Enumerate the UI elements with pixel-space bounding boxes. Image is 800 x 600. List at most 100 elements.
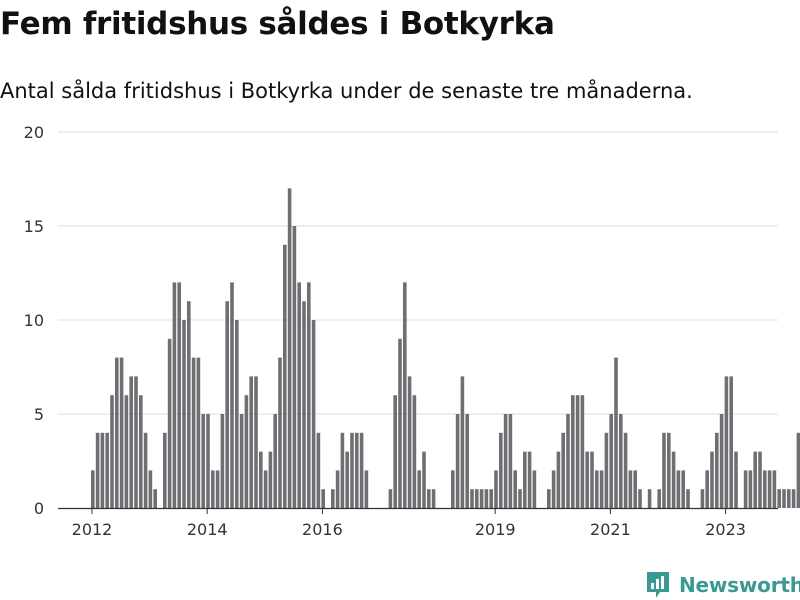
bar [215,470,220,508]
chart-title: Fem fritidshus såldes i Botkyrka [0,6,555,42]
bar [585,451,589,508]
bar [100,432,105,508]
bar [119,357,124,508]
bar [412,395,417,508]
bar [172,282,177,508]
bar [513,470,517,508]
bar [767,470,772,508]
bar [777,489,781,508]
bar [475,489,479,508]
bar [614,357,618,508]
bar [460,376,465,508]
bar [705,470,709,508]
bar [163,432,167,508]
bar [340,432,345,508]
bar [551,470,556,508]
bar [580,395,585,508]
bar [235,320,239,508]
bar [686,489,690,508]
bars [91,188,800,509]
bar [619,414,623,508]
bar [431,489,436,508]
x-tick-label: 2021 [590,520,631,539]
logo-text: Newsworthy [679,573,800,597]
newsworthy-logo[interactable]: Newsworthy [645,571,800,599]
bar [196,357,201,508]
bar [772,470,777,508]
bar [700,489,705,508]
bar [787,489,791,508]
bar [729,376,733,508]
bar [249,376,253,508]
bar [719,414,724,508]
bar [527,451,532,508]
bar [417,470,421,508]
bar [547,489,551,508]
bar [134,376,138,508]
bar [335,470,340,508]
bar [364,470,369,508]
bar [115,357,119,508]
bar [182,320,186,508]
axes [58,507,778,514]
bar [470,489,474,508]
bar [508,414,513,508]
bar [350,432,354,508]
bar [681,470,685,508]
bar [297,282,301,508]
bar [638,489,642,508]
bar [143,432,148,508]
bar [647,489,652,508]
bar [191,357,196,508]
bar [292,226,297,508]
bar [124,395,129,508]
bar [95,432,100,508]
chart-subtitle: Antal sålda fritidshus i Botkyrka under … [0,79,693,103]
y-tick-label: 15 [24,217,44,236]
bar [561,432,565,508]
bar [206,414,210,508]
bar [556,451,561,508]
bar [484,489,489,508]
bar [268,451,273,508]
newsworthy-chart-icon [647,572,669,598]
bar [311,320,316,508]
bar [359,432,364,508]
y-tick-label: 10 [24,311,44,330]
bar [623,432,628,508]
bar [422,451,426,508]
bar [398,338,402,508]
bar [465,414,469,508]
bar [225,301,229,508]
bar [479,489,484,508]
bar [345,451,349,508]
bar [273,414,277,508]
bar [571,395,575,508]
bar [331,489,335,508]
bar [91,470,95,508]
bar [753,451,757,508]
bar [139,395,143,508]
bar [403,282,407,508]
bar [427,489,431,508]
bar [715,432,719,508]
x-tick-label: 2012 [72,520,113,539]
bar [283,244,287,509]
bar [321,489,325,508]
bar [489,489,493,508]
bar [662,432,666,508]
bar [263,470,268,508]
bar [671,451,676,508]
bar [259,451,263,508]
bar [388,489,393,508]
bar [187,301,191,508]
bar [167,338,172,508]
bar [105,432,109,508]
bar [177,282,181,508]
bar [532,470,537,508]
bar [782,489,786,508]
x-tick-label: 2016 [302,520,343,539]
bar [355,432,359,508]
bar [230,282,234,508]
